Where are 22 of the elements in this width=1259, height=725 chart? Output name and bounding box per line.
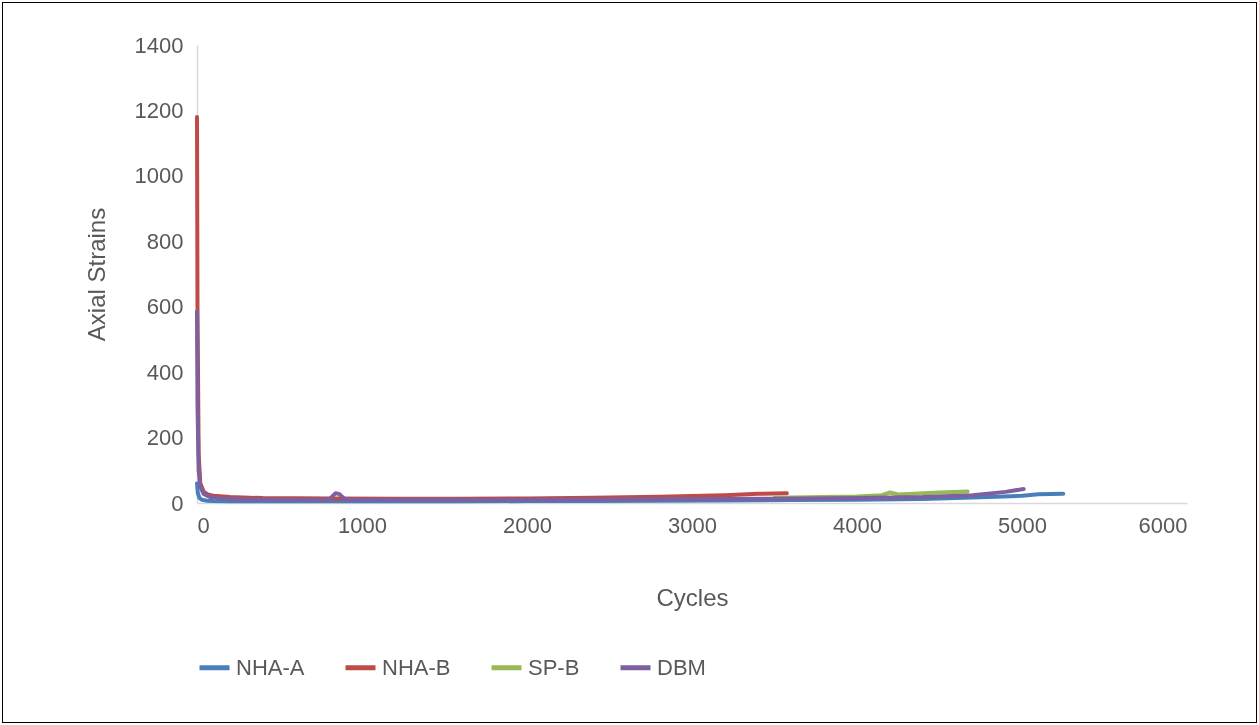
x-tick-label: 5000 [998, 512, 1047, 538]
x-axis-title: Cycles [656, 583, 729, 611]
x-tick-label: 4000 [833, 512, 882, 538]
legend-label: NHA-A [236, 654, 305, 680]
y-axis-title: Axial Strains [82, 207, 110, 342]
legend-label: DBM [657, 654, 706, 680]
y-tick-label: 400 [146, 359, 184, 385]
x-tick-label: 6000 [1138, 512, 1188, 538]
line-series [195, 309, 1026, 502]
x-tick-label: 2000 [503, 512, 552, 538]
x-tick-label: 1000 [338, 512, 387, 538]
x-tick-label: 0 [197, 512, 210, 538]
legend-label: NHA-B [382, 654, 451, 680]
y-tick-label: 0 [171, 490, 184, 516]
y-tick-label: 1000 [134, 163, 184, 189]
x-tick-label: 3000 [668, 512, 717, 538]
y-tick-label: 1400 [134, 32, 184, 58]
y-tick-label: 200 [146, 425, 184, 451]
legend-label: SP-B [528, 654, 580, 680]
y-tick-label: 1200 [134, 97, 184, 123]
y-tick-label: 800 [146, 228, 184, 254]
y-tick-label: 600 [146, 294, 184, 320]
